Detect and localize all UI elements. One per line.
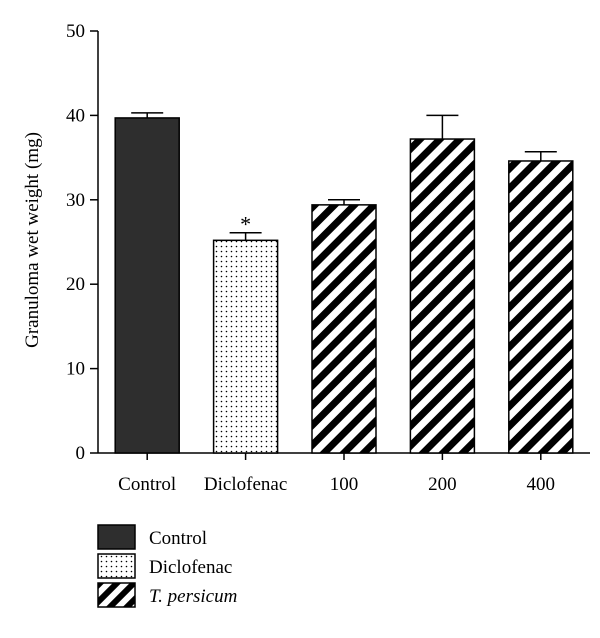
y-tick-label: 30 — [66, 190, 85, 211]
legend: Control Diclofenac T. persicum — [97, 524, 237, 608]
x-tick-label: 200 — [428, 474, 457, 495]
bars: * — [114, 112, 574, 454]
legend-label: T. persicum — [149, 586, 237, 607]
bar — [409, 138, 476, 454]
bar — [212, 239, 279, 454]
y-tick-label: 0 — [76, 443, 86, 464]
axes: 0 10 20 30 40 50 — [66, 21, 590, 464]
x-tick-label: 100 — [330, 474, 359, 495]
bar — [114, 117, 180, 454]
legend-label: Diclofenac — [149, 557, 232, 578]
legend-swatch — [97, 553, 136, 579]
bar — [311, 204, 377, 454]
category-labels: Control Diclofenac 100 200 400 — [118, 474, 555, 495]
significance-annotation: * — [240, 212, 251, 237]
y-tick-label: 10 — [66, 359, 85, 380]
legend-label: Control — [149, 528, 207, 549]
y-tick-label: 50 — [66, 21, 85, 42]
legend-swatch — [97, 524, 136, 550]
y-tick-label: 40 — [66, 105, 85, 126]
x-tick-label: Control — [118, 474, 176, 495]
bar — [508, 160, 574, 454]
x-tick-label: 400 — [527, 474, 556, 495]
legend-swatch — [97, 582, 136, 608]
x-tick-label: Diclofenac — [204, 474, 287, 495]
y-tick-label: 20 — [66, 274, 85, 295]
y-axis-label: Granuloma wet weight (mg) — [22, 132, 43, 348]
